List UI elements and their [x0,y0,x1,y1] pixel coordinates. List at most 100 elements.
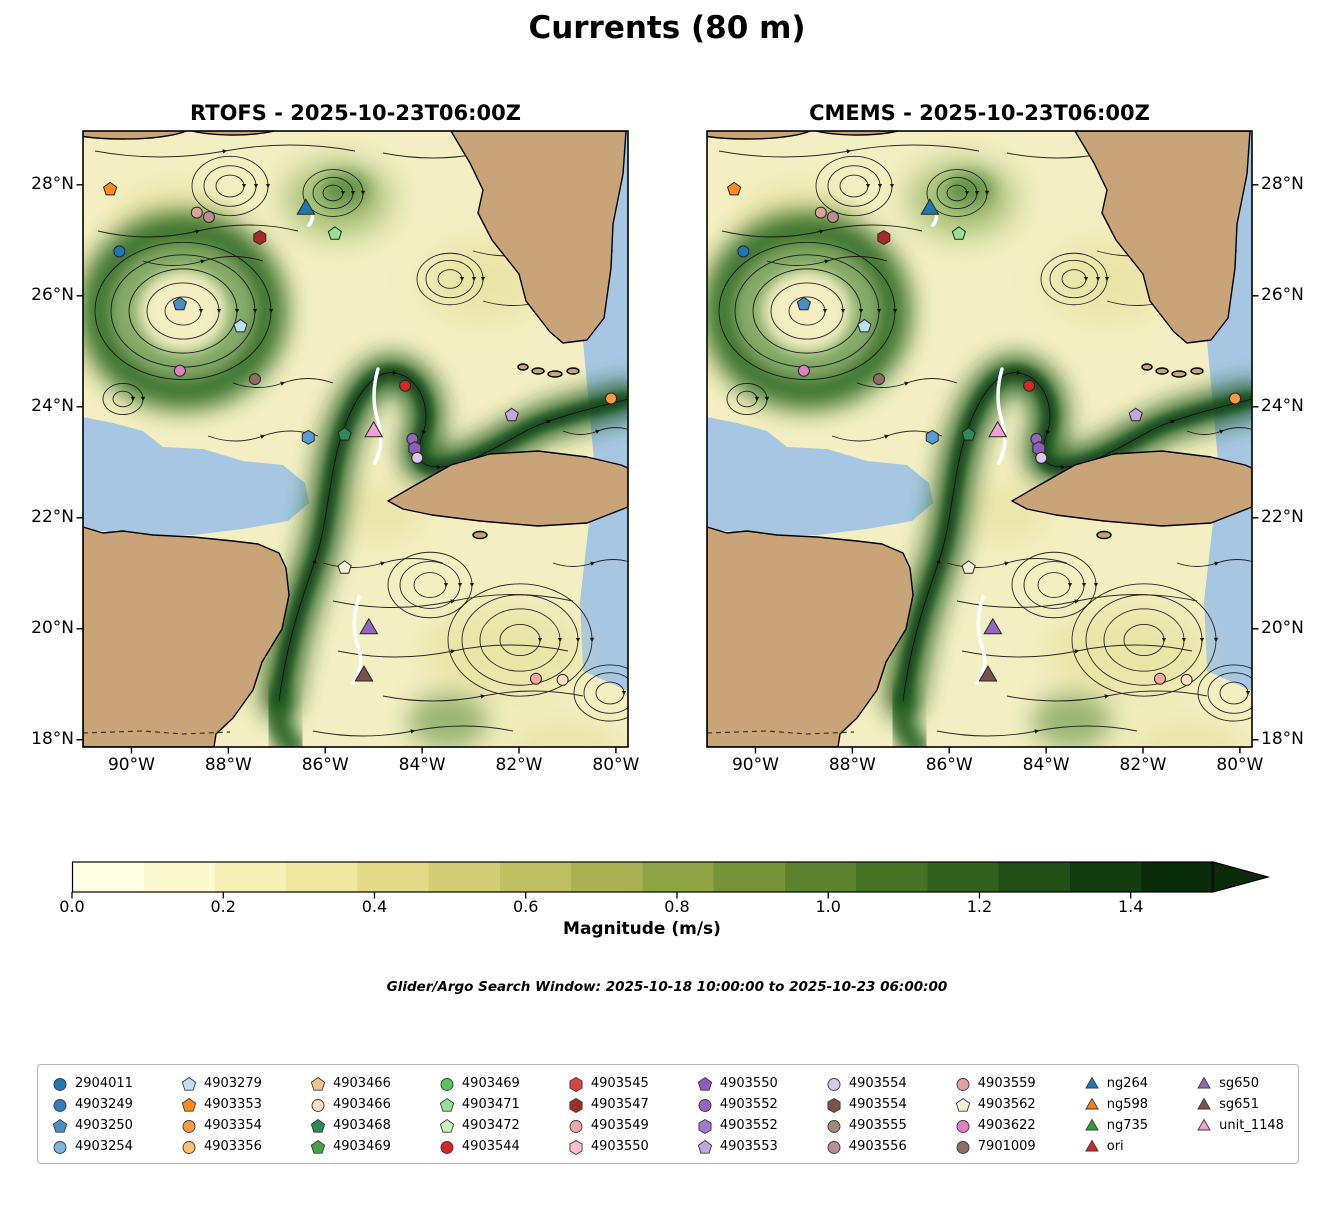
lon-tick-label: 86°W [925,755,973,775]
dashed-boundary [707,730,855,735]
marker-4903468 [961,427,976,441]
legend-item: 4903466 [310,1076,391,1092]
legend-item: 2904011 [52,1076,133,1092]
legend-label: sg650 [1219,1076,1259,1091]
marker-7901009 [872,373,885,386]
colorbar-tick-label: 0.0 [59,897,85,916]
marker-4903622 [173,364,186,377]
legend-item: 4903356 [181,1139,262,1155]
legend-label: 4903469 [461,1076,520,1091]
legend-label: 4903556 [848,1139,907,1154]
panel-title-rtofs: RTOFS - 2025-10-23T06:00Z [190,101,521,125]
hexagon-marker-icon [569,1139,583,1155]
marker-2904011 [113,245,126,258]
circle-marker-icon [827,1140,841,1154]
legend-label: 4903553 [719,1139,778,1154]
legend-item: 4903545 [568,1076,649,1092]
legend-label: 4903466 [332,1076,391,1091]
legend-label: 4903356 [203,1139,262,1154]
legend-label: sg651 [1219,1097,1259,1112]
marker-4903559 [814,206,827,219]
legend-label: 4903472 [461,1118,520,1133]
rtofs-current-map [76,130,629,754]
marker-sg651 [978,664,998,682]
pentagon-marker-icon [52,1118,68,1133]
lon-tick-label: 90°W [731,755,779,775]
marker-4903250 [172,296,188,311]
florida-keys [1190,367,1204,375]
legend-item: 4903468 [310,1118,391,1134]
marker-4903547 [253,230,267,246]
marker-ng264 [296,198,316,215]
triangle-marker-icon [1084,1139,1099,1151]
marker-unit_1148 [988,420,1008,438]
circle-marker-icon [182,1140,196,1154]
legend-item: 4903353 [181,1097,262,1113]
map-canvas [83,131,628,747]
circle-marker-icon [956,1077,970,1091]
search-window-text: Glider/Argo Search Window: 2025-10-18 10… [386,979,948,995]
lon-tick-label: 90°W [107,755,155,775]
legend-label: 4903471 [461,1097,520,1112]
pentagon-marker-icon [439,1118,455,1133]
florida-keys [1141,363,1153,371]
legend-label: 4903469 [332,1139,391,1154]
legend-item: 4903554 [826,1097,907,1113]
florida-land [1074,131,1251,344]
legend-item: 4903550 [568,1139,649,1155]
colorbar-tick-label: 0.8 [664,897,690,916]
marker-4903547 [877,230,891,246]
map-frame [706,130,1253,748]
lon-tick-label: 84°W [398,755,446,775]
legend-label: 7901009 [977,1139,1036,1154]
legend-label: 4903554 [848,1097,907,1112]
circle-marker-icon [182,1119,196,1133]
colorbar-tick-label: 0.6 [512,897,539,916]
legend-label: 4903466 [332,1097,391,1112]
pentagon-marker-icon [310,1118,326,1133]
legend-label: 4903250 [75,1118,133,1133]
marker-4903250 [796,296,812,311]
legend-item: 4903472 [439,1118,520,1134]
legend-item: 4903556 [826,1139,907,1155]
legend-item: 4903554 [826,1076,907,1092]
legend-label: 4903279 [203,1076,262,1091]
lat-tick-label: 20°N [31,617,74,638]
legend-label: ng264 [1106,1076,1149,1091]
legend-item: sg651 [1196,1097,1284,1113]
circle-marker-icon [53,1077,67,1091]
lon-tick-label: 80°W [1216,755,1264,775]
circle-marker-icon [827,1077,841,1091]
marker-4903254 [301,429,315,445]
legend-item: ng264 [1084,1076,1148,1092]
colorbar-extend-arrow [1212,861,1271,893]
triangle-marker-icon [1084,1076,1099,1088]
colorbar-axis-label: Magnitude (m/s) [563,919,721,939]
legend-item: 4903469 [310,1139,391,1155]
marker-sg650 [359,617,379,635]
marker-4903556 [826,211,839,224]
lon-tick-label: 80°W [592,755,640,775]
legend-item: 4903553 [697,1139,778,1155]
circle-marker-icon [827,1119,841,1133]
circle-marker-icon [440,1140,454,1154]
pentagon-marker-icon [439,1097,455,1112]
legend-label: 4903249 [75,1097,133,1112]
legend-item: 4903622 [955,1118,1036,1134]
marker-4903353 [103,181,118,196]
lon-tick-label: 88°W [204,755,252,775]
legend-label: 4903622 [977,1118,1036,1133]
pentagon-marker-icon [181,1097,197,1112]
colorbar-tick-label: 1.2 [966,897,993,916]
marker-4903279 [857,318,872,333]
triangle-marker-icon [1084,1118,1099,1130]
legend-label: 4903549 [590,1118,649,1133]
legend-item: ng598 [1084,1097,1148,1113]
circle-marker-icon [569,1119,583,1133]
pentagon-marker-icon [955,1097,970,1112]
lat-tick-label: 24°N [31,395,74,416]
legend-label: 4903254 [75,1139,133,1154]
legend-label: unit_1148 [1219,1118,1284,1133]
triangle-marker-icon [1084,1097,1099,1109]
legend-label: 4903550 [590,1139,649,1154]
